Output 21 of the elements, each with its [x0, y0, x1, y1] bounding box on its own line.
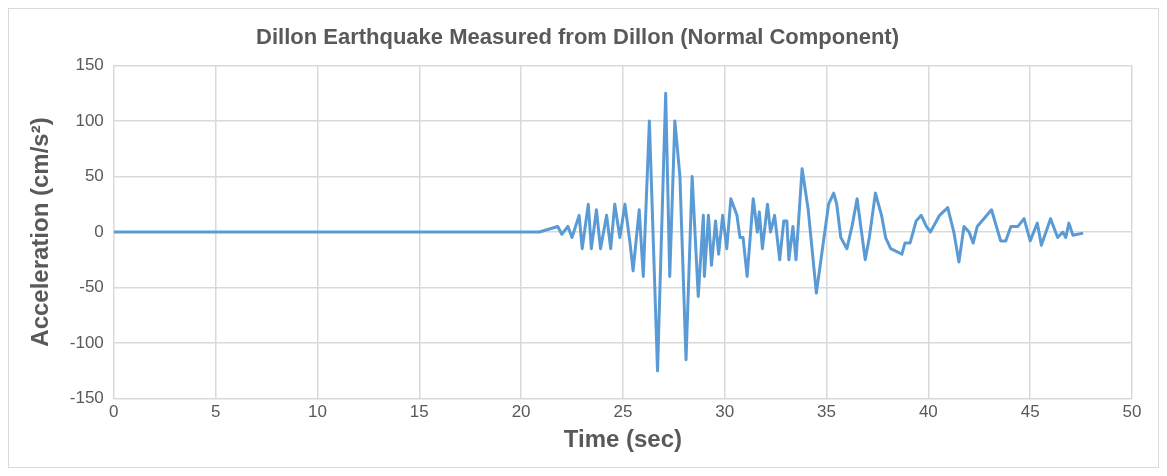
- x-tick-label: 5: [210, 402, 221, 422]
- x-tick-label: 30: [715, 402, 735, 422]
- y-tick-label: 100: [75, 110, 104, 130]
- x-tick-label: 10: [308, 402, 327, 422]
- y-tick-label: -100: [69, 332, 104, 352]
- x-tick-label: 15: [409, 402, 429, 422]
- chart-title: Dillon Earthquake Measured from Dillon (Normal Component): [256, 24, 899, 50]
- y-axis-title: Acceleration (cm/s²): [26, 117, 54, 347]
- y-tick-label: -50: [79, 277, 104, 297]
- x-tick-label: 25: [613, 402, 633, 422]
- x-tick-label: 0: [109, 402, 119, 422]
- x-tick-label: 35: [817, 402, 837, 422]
- y-tick-label: -150: [69, 388, 104, 408]
- x-axis-title: Time (sec): [563, 425, 683, 453]
- y-tick-label: 50: [84, 166, 104, 186]
- x-tick-label: 45: [1020, 402, 1040, 422]
- x-tick-label: 50: [1122, 402, 1142, 422]
- y-tick-label: 0: [94, 221, 104, 241]
- x-tick-label: 20: [511, 402, 531, 422]
- y-tick-label: 150: [75, 55, 104, 75]
- x-tick-label: 40: [918, 402, 938, 422]
